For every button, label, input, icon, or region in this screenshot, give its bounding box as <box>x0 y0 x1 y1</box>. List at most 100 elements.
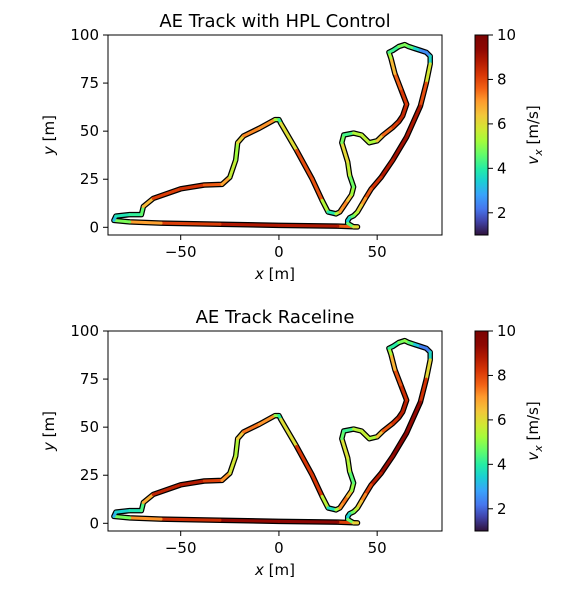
track-segment <box>363 483 373 496</box>
track-segment <box>257 118 277 130</box>
x-axis-label: x [m] <box>254 265 295 283</box>
track-segment <box>399 383 409 402</box>
track-segment <box>342 427 356 433</box>
track-segment <box>228 158 238 179</box>
track-segment <box>128 516 163 521</box>
track-segment <box>381 125 395 137</box>
track-segment <box>218 222 281 227</box>
track-segment <box>202 182 224 187</box>
track-segment <box>159 221 222 226</box>
track-segment <box>405 104 422 139</box>
x-tick-label: 50 <box>368 243 387 261</box>
track-segment <box>346 160 352 177</box>
colorbar-label: vx [m/s] <box>524 401 545 460</box>
track-segment <box>202 478 224 483</box>
track-segment <box>179 183 206 191</box>
track-segment <box>389 56 397 75</box>
colorbar <box>474 330 489 532</box>
track-segment <box>391 431 409 458</box>
chart-title: AE Track Raceline <box>196 307 355 328</box>
chart-title: AE Track with HPL Control <box>159 11 390 32</box>
track-segment <box>242 126 261 138</box>
colorbar-tick-label: 8 <box>497 70 507 88</box>
track-segment <box>295 148 314 181</box>
colorbar-label-var: v <box>524 155 542 165</box>
track-segment <box>310 177 324 202</box>
track-segment <box>141 492 155 505</box>
colorbar-label-sub: x <box>532 445 545 453</box>
axes-frame <box>107 34 443 236</box>
track-segment <box>320 494 330 510</box>
y-tick-label: 50 <box>80 418 99 436</box>
track-segment <box>179 479 206 487</box>
track-segment <box>112 514 132 520</box>
track-segment <box>342 131 356 137</box>
track-segment <box>401 398 409 414</box>
track-segment <box>379 454 395 475</box>
track-segment <box>277 519 340 524</box>
y-tick-label: 100 <box>70 322 99 340</box>
track-segment <box>369 175 383 191</box>
track-segment <box>242 422 261 434</box>
track-segment <box>320 198 330 214</box>
track-segment <box>399 87 409 106</box>
track-segment <box>228 454 238 475</box>
track-segment <box>379 158 395 179</box>
track-segment <box>369 471 383 487</box>
colorbar-label-unit: [m/s] <box>524 105 542 149</box>
track-segment <box>418 377 428 404</box>
track-segment <box>279 121 299 152</box>
x-tick-label: 0 <box>274 243 284 261</box>
y-tick-label: 75 <box>80 370 99 388</box>
track-segment <box>277 223 340 228</box>
colorbar-tick-label: 10 <box>497 26 516 44</box>
y-axis-label: y [m] <box>40 411 58 452</box>
track-segment <box>159 517 222 522</box>
track-segment <box>128 220 163 225</box>
y-axis-label: y [m] <box>40 115 58 156</box>
y-axis-label-unit: [m] <box>40 411 58 442</box>
x-axis-label-unit: [m] <box>264 265 295 283</box>
track-segment <box>348 173 356 189</box>
track-segment <box>393 71 403 91</box>
track-segment <box>346 456 352 473</box>
colorbar-tick-label: 4 <box>497 159 507 177</box>
colorbar-tick-label: 2 <box>497 204 507 222</box>
y-axis-label-unit: [m] <box>40 115 58 146</box>
track-segment <box>359 133 371 145</box>
colorbar-label-var: v <box>524 451 542 461</box>
y-axis-label-var: y <box>40 441 58 452</box>
track-segment <box>405 400 422 435</box>
track-segment <box>220 471 232 482</box>
track-segment <box>359 429 371 441</box>
track-segment <box>418 81 428 108</box>
y-tick-label: 0 <box>89 218 99 236</box>
track-segment <box>114 509 132 514</box>
track-segment <box>424 62 432 85</box>
track-segment <box>340 437 350 460</box>
chart-panel-1: AE Track with HPL Control −50 0 50 0 25 50 75 10… <box>40 11 545 283</box>
track-segment <box>114 213 132 218</box>
track-segment <box>112 218 132 224</box>
track-segment <box>141 196 155 209</box>
colorbar-label-sub: x <box>532 149 545 157</box>
track-segment <box>218 518 281 523</box>
colorbar-tick-label: 4 <box>497 455 507 473</box>
y-tick-label: 25 <box>80 466 99 484</box>
x-axis-label-unit: [m] <box>264 561 295 579</box>
x-tick-label: 50 <box>368 539 387 557</box>
track-segment <box>363 187 373 200</box>
x-tick-label: −50 <box>165 539 197 557</box>
x-tick-label: 0 <box>274 539 284 557</box>
colorbar-label-unit: [m/s] <box>524 401 542 445</box>
track-segment <box>295 444 314 477</box>
x-tick-label: −50 <box>165 243 197 261</box>
colorbar-label: vx [m/s] <box>524 105 545 164</box>
track-segment <box>220 175 232 186</box>
y-tick-label: 25 <box>80 170 99 188</box>
track-segment <box>234 141 240 162</box>
x-axis-label-var: x <box>254 265 264 283</box>
colorbar-tick-label: 8 <box>497 366 507 384</box>
